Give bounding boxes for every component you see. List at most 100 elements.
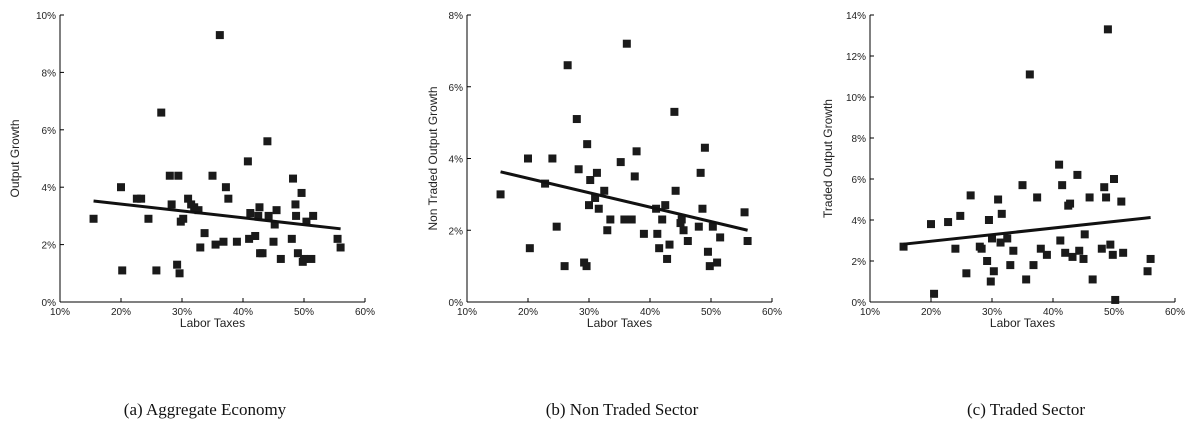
data-point: [655, 244, 664, 253]
data-point: [173, 260, 182, 269]
data-point: [930, 289, 939, 298]
data-point: [309, 211, 318, 220]
y-tick-label: 8%: [852, 134, 867, 145]
data-point: [639, 229, 648, 238]
data-point: [670, 107, 679, 116]
x-tick-label: 40%: [233, 307, 253, 318]
data-point: [152, 266, 161, 275]
data-point: [1143, 267, 1152, 276]
data-point: [899, 242, 908, 251]
data-point: [269, 237, 278, 246]
data-point: [165, 171, 174, 180]
data-point: [986, 277, 995, 286]
data-point: [132, 194, 141, 203]
y-tick-label: 14%: [846, 11, 866, 22]
data-point: [1042, 250, 1051, 259]
data-point: [956, 211, 965, 220]
data-point: [289, 174, 298, 183]
x-tick-label: 10%: [860, 307, 880, 318]
data-point: [679, 226, 688, 235]
y-tick-label: 10%: [36, 11, 56, 22]
panel-caption: (b) Non Traded Sector: [546, 400, 699, 419]
y-tick-label: 8%: [42, 68, 57, 79]
data-point: [671, 186, 680, 195]
data-point: [333, 234, 342, 243]
trend-line: [93, 199, 341, 231]
data-point: [966, 191, 975, 200]
y-tick-label: 4%: [852, 216, 867, 227]
data-point: [264, 211, 273, 220]
data-point: [297, 188, 306, 197]
data-point: [524, 154, 532, 163]
data-point: [984, 216, 993, 224]
x-tick-label: 10%: [457, 307, 477, 318]
data-point: [616, 158, 625, 167]
x-tick-label: 40%: [640, 307, 660, 318]
data-point: [962, 269, 971, 278]
data-point: [1117, 197, 1126, 206]
data-point: [300, 254, 308, 263]
data-point: [272, 206, 281, 215]
y-tick-label: 0%: [852, 298, 867, 309]
data-point: [592, 168, 601, 177]
data-point: [292, 211, 301, 220]
data-point: [1079, 254, 1088, 263]
data-point: [211, 240, 220, 249]
y-tick-label: 2%: [42, 241, 57, 252]
data-point: [196, 243, 205, 252]
data-point: [663, 254, 672, 263]
data-point: [1061, 248, 1070, 257]
data-point: [1029, 261, 1038, 270]
data-point: [994, 195, 1003, 204]
data-point: [563, 61, 572, 70]
data-point: [243, 157, 252, 166]
data-point: [600, 186, 609, 195]
data-point: [1058, 181, 1067, 190]
data-point: [1108, 250, 1117, 259]
data-point: [705, 262, 714, 271]
data-point: [951, 244, 960, 253]
data-point: [591, 193, 600, 202]
x-tick-label: 40%: [1043, 307, 1063, 318]
data-point: [665, 240, 674, 249]
data-point: [1110, 175, 1118, 183]
chart-panel-1: 10% 20% 30% 40% 50% 60% 0% 2% 4% 6% 8% 10% Labor Tax…: [8, 11, 375, 419]
panel-caption: (a) Aggregate Economy: [124, 400, 287, 419]
data-point: [740, 208, 749, 217]
x-tick-label: 20%: [111, 307, 131, 318]
x-axis-label: Labor Taxes: [587, 316, 652, 330]
x-tick-label: 60%: [355, 307, 375, 318]
x-tick-label: 10%: [50, 307, 70, 318]
data-point: [1018, 181, 1027, 190]
data-point: [552, 222, 561, 231]
data-point: [653, 229, 662, 238]
data-point: [1068, 252, 1077, 261]
data-point: [190, 203, 199, 212]
x-tick-label: 60%: [1165, 307, 1185, 318]
data-point: [255, 203, 264, 212]
y-axis-label: Traded Output Growth: [821, 99, 835, 218]
data-point: [336, 243, 345, 252]
data-point: [208, 171, 217, 180]
data-point: [713, 258, 722, 267]
data-point: [698, 204, 707, 213]
data-point: [1085, 193, 1094, 202]
x-axis-label: Labor Taxes: [180, 316, 245, 330]
data-point: [1097, 244, 1106, 253]
data-point: [630, 172, 639, 181]
data-point: [263, 137, 272, 146]
data-point: [583, 140, 592, 149]
data-point: [1100, 183, 1109, 192]
chart-panel-3: 10% 20% 30% 40% 50% 60% 0% 2% 4% 6% 8% 10% 12% 14% Lab…: [821, 11, 1185, 419]
y-tick-label: 6%: [449, 83, 464, 94]
x-tick-label: 50%: [701, 307, 721, 318]
y-tick-label: 6%: [42, 126, 57, 137]
data-point: [1146, 254, 1155, 263]
data-point: [1022, 275, 1031, 284]
data-point: [683, 237, 692, 246]
data-point: [276, 254, 285, 263]
data-point: [157, 108, 166, 117]
data-point: [677, 215, 686, 224]
data-point: [977, 244, 986, 253]
